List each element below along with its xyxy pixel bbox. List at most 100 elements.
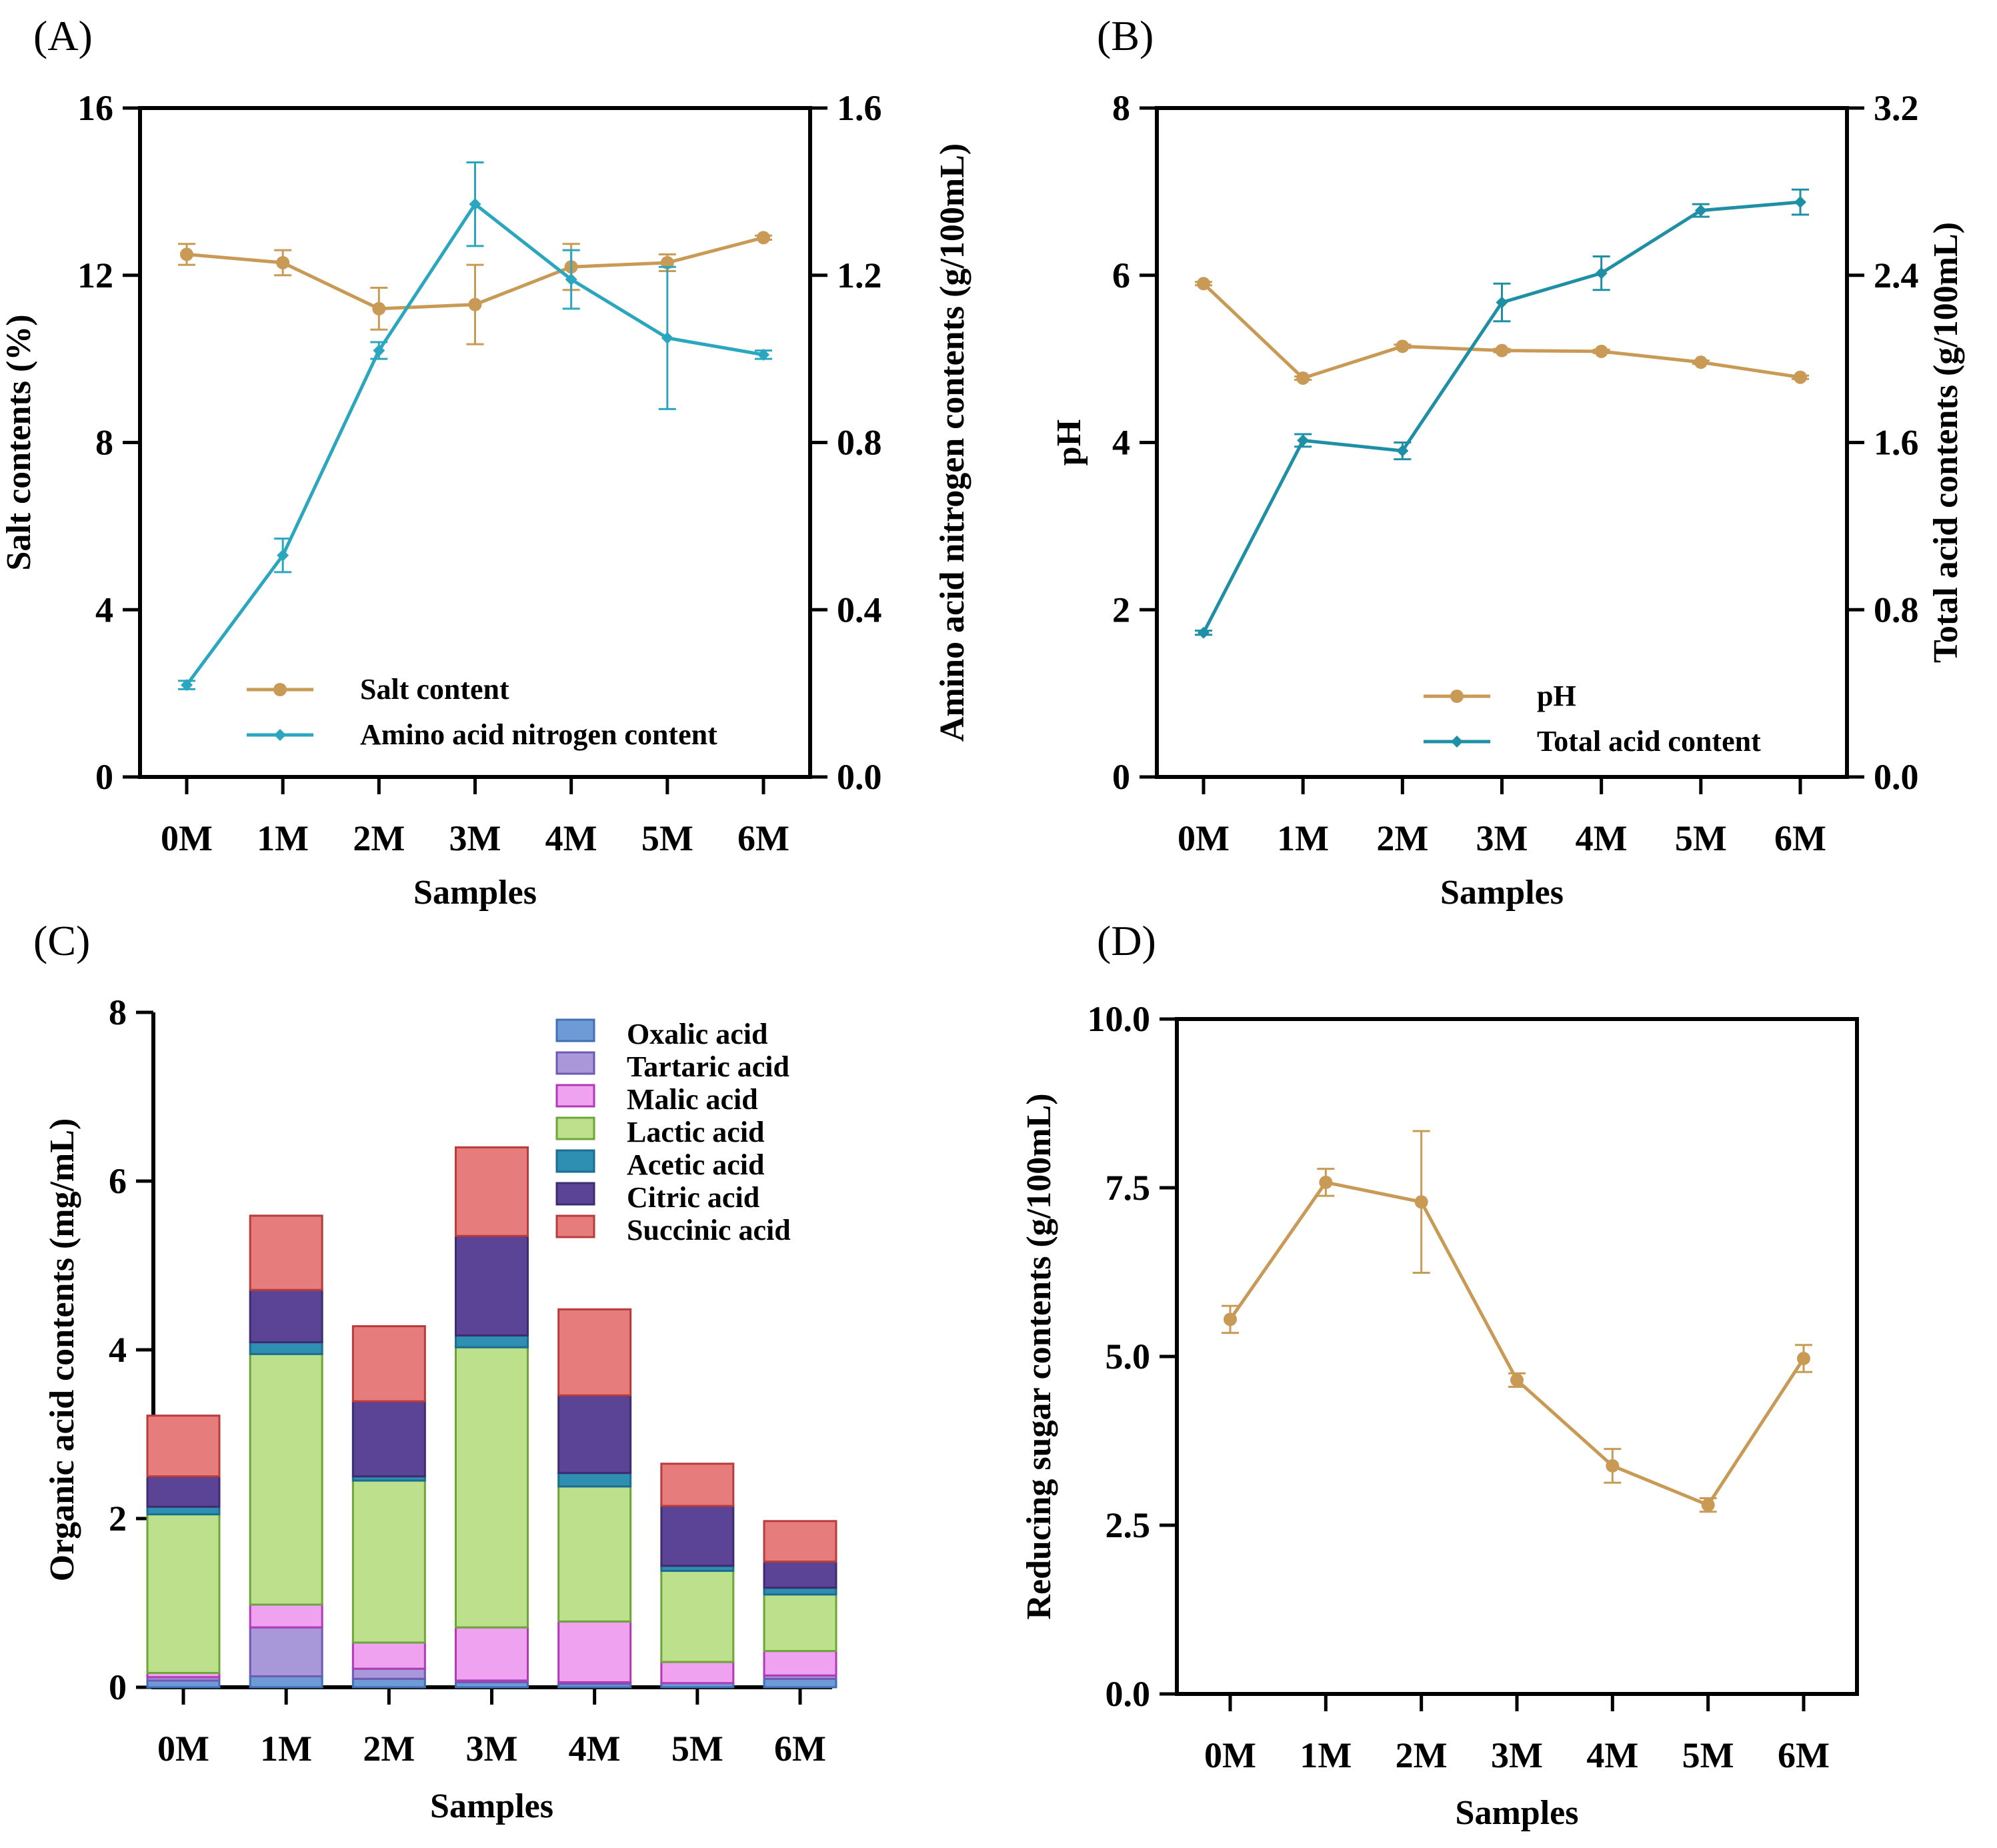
data-point [1495, 343, 1509, 357]
x-tick-label: 1M [257, 818, 309, 858]
y-tick-label: 16 [77, 88, 113, 128]
bar-segment-succinic-acid [660, 1463, 735, 1507]
legend-item: pH [1424, 680, 1576, 712]
series-ph [1195, 277, 1809, 385]
y-tick-label: 0 [95, 757, 113, 797]
x-tick-label: 5M [641, 818, 693, 858]
data-point [757, 231, 770, 245]
x-tick-label: 1M [1277, 818, 1329, 858]
data-point [468, 297, 482, 311]
x-axis-title: Samples [1440, 874, 1564, 912]
y-right-tick-label: 0.4 [837, 590, 882, 630]
legend-item: Tartaric acid [555, 1050, 789, 1083]
bar-segment-citric-acid [146, 1475, 221, 1508]
y-tick-label: 7.5 [1106, 1168, 1151, 1208]
x-tick-label: 1M [260, 1729, 312, 1769]
data-point [1694, 355, 1708, 369]
bar-segment-lactic-acid [455, 1346, 529, 1629]
y-right-tick-label: 0.8 [837, 423, 882, 463]
y-right-tick-label: 0.8 [1874, 590, 1919, 630]
bar-segment-citric-acid [660, 1505, 735, 1567]
bar-segment-lactic-acid [660, 1569, 735, 1663]
data-point [1606, 1459, 1620, 1473]
x-tick-label: 5M [1682, 1735, 1734, 1775]
legend-marker [1450, 690, 1464, 703]
bar-segment-succinic-acid [146, 1415, 221, 1478]
data-point [1794, 196, 1806, 209]
data-point [180, 247, 193, 261]
data-point [1594, 344, 1608, 358]
legend-marker [274, 729, 286, 741]
bar-segment-succinic-acid [351, 1325, 426, 1403]
series-line [1228, 1180, 1806, 1507]
x-tick-label: 0M [161, 818, 213, 858]
x-tick-label: 4M [1586, 1735, 1638, 1775]
legend-marker [273, 683, 287, 696]
legend-label: Succinic acid [627, 1214, 791, 1246]
x-axis-title: Samples [1456, 1794, 1579, 1832]
legend-label: Malic acid [627, 1083, 758, 1116]
data-point [1396, 445, 1409, 457]
bar-segment-tartaric-acid [249, 1626, 323, 1678]
legend-item: Lactic acid [555, 1116, 765, 1148]
legend-label: Citric acid [627, 1181, 759, 1214]
legend-item: Citric acid [555, 1181, 759, 1214]
data-point [276, 255, 290, 269]
y-tick-label: 6 [1112, 255, 1130, 295]
bar-stack [763, 1520, 837, 1689]
panel-label: (D) [1097, 917, 1156, 964]
y-tick-label: 6 [109, 1161, 127, 1201]
y-axis-title: pH [1050, 419, 1088, 466]
bar-segment-oxalic-acid [351, 1677, 426, 1689]
y-tick-label: 8 [109, 992, 127, 1032]
y-right-axis-title: Total acid contents (g/100mL) [1927, 222, 1965, 663]
y-tick-label: 2 [1112, 590, 1130, 630]
y-tick-label: 4 [95, 590, 113, 630]
data-point [565, 273, 577, 286]
data-point [469, 198, 481, 211]
bar-segment-oxalic-acid [763, 1677, 837, 1689]
bar-segment-acetic-acid [146, 1505, 221, 1516]
series-salt-content [178, 231, 772, 345]
x-tick-label: 4M [1576, 818, 1628, 858]
panel-d: (D) 0.0 2.5 5.0 7.5 10.0 0M 1M 2M 3M 4M 5M 6M Samples… [1020, 917, 1859, 1832]
legend-item: Total acid content [1424, 725, 1761, 758]
y-tick-label: 10.0 [1088, 999, 1151, 1039]
x-tick-label: 4M [569, 1729, 621, 1769]
bar-segment-malic-acid [557, 1620, 632, 1683]
panel-label: (A) [33, 12, 93, 59]
x-tick-label: 3M [1476, 818, 1528, 858]
bar-segment-lactic-acid [351, 1479, 426, 1644]
legend-label: Acetic acid [627, 1148, 764, 1181]
bar-segment-acetic-acid [557, 1472, 632, 1488]
y-right-tick-label: 3.2 [1874, 88, 1919, 128]
x-tick-label: 1M [1300, 1735, 1352, 1775]
data-point [1197, 277, 1210, 291]
bar-segment-succinic-acid [249, 1214, 323, 1291]
series-reducing-sugar [1222, 1130, 1812, 1513]
x-axis-title: Samples [430, 1787, 553, 1825]
y-right-tick-label: 1.6 [1874, 423, 1919, 463]
bar-segment-citric-acid [455, 1234, 529, 1336]
data-point [1224, 1312, 1237, 1326]
legend-swatch [555, 1149, 595, 1173]
legend-swatch [555, 1051, 595, 1075]
data-point [1297, 434, 1310, 447]
data-point [661, 331, 673, 344]
legend-marker [1451, 736, 1463, 748]
x-tick-label: 5M [1675, 818, 1727, 858]
legend-item: Oxalic acid [555, 1018, 767, 1050]
bar-segment-oxalic-acid [146, 1679, 221, 1689]
panel-label: (C) [33, 917, 90, 964]
bar-segment-citric-acid [351, 1400, 426, 1478]
legend-item: Salt content [247, 673, 509, 706]
bar-stack [660, 1463, 735, 1689]
series-line [1202, 200, 1801, 634]
y-tick-label: 0 [109, 1667, 127, 1707]
data-point [1701, 1498, 1715, 1512]
data-point [373, 344, 385, 357]
series-total-acid-content [1195, 188, 1809, 639]
bar-segment-malic-acid [455, 1626, 529, 1682]
legend: Salt content Amino acid nitrogen content [247, 673, 717, 751]
